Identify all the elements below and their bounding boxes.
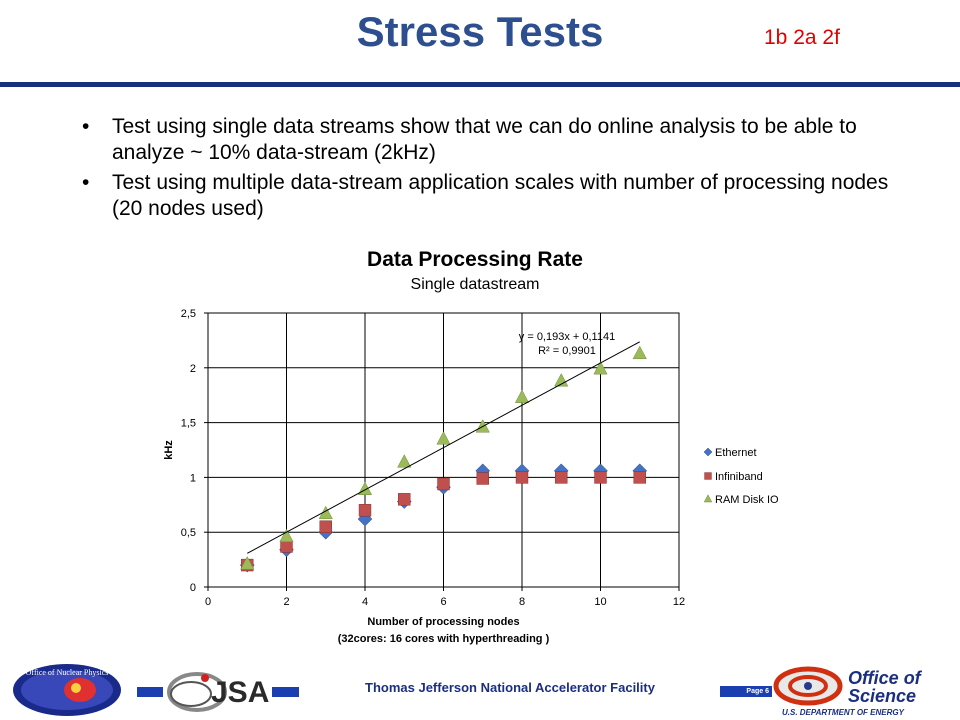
legend-label: Infiniband [715,471,763,483]
point-square-7 [476,472,489,485]
trendline-equation: y = 0,193x + 0,1141 [519,331,615,343]
x-tick-label: 4 [362,596,368,608]
footer-text: Thomas Jefferson National Accelerator Fa… [365,680,655,695]
point-square-11 [633,471,646,484]
title-divider [0,82,960,87]
point-triangle-11 [632,345,647,360]
trendline [247,341,640,554]
y-tick-label: 2,5 [181,308,196,320]
slide-title: Stress Tests [356,8,604,55]
x-tick-label: 10 [594,596,606,608]
office-of-text: Office of [848,668,923,688]
point-square-10 [594,471,607,484]
y-tick-label: 1 [190,472,196,484]
point-triangle-2 [279,528,294,543]
point-triangle-9 [554,373,569,387]
nuclear-physics-logo: Office of Nuclear Physics [13,664,121,716]
point-triangle-8 [514,389,530,403]
legend-marker-triangle [703,494,713,503]
x-axis-label-line2: (32cores: 16 cores with hyperthreading ) [338,633,550,645]
bullet-item: • Test using single data streams show tha… [78,114,898,166]
point-square-5 [398,493,411,506]
bullet-item: • Test using multiple data-stream applica… [78,170,898,222]
point-triangle-5 [397,454,412,468]
legend-marker-square [704,472,712,480]
point-square-4 [358,504,372,517]
footer-bar-mid [272,687,299,697]
y-tick-label: 0 [190,582,196,594]
bullet-dot-icon: • [82,115,90,138]
point-square-8 [515,471,529,484]
x-tick-label: 0 [205,596,211,608]
legend-marker-diamond [703,447,713,457]
point-triangle-1 [240,556,255,570]
point-square-9 [555,471,568,484]
y-tick-label: 0,5 [181,527,196,539]
point-triangle-6 [436,431,451,445]
bullet-list: • Test using single data streams show tha… [78,114,898,226]
bullet-dot-icon: • [82,171,90,194]
legend-label: RAM Disk IO [715,494,779,506]
point-square-2 [280,540,293,553]
trendline-r2: R² = 0,9901 [538,345,596,357]
point-triangle-10 [593,361,608,375]
x-tick-label: 12 [673,596,685,608]
x-axis-label: Number of processing nodes [367,616,519,628]
jsa-logo: JSA [167,672,269,712]
bullet-text: Test using multiple data-stream applicat… [112,171,889,220]
chart-title: Data Processing Rate [367,248,583,271]
science-text: Science [848,686,916,706]
x-tick-label: 8 [519,596,525,608]
office-of-science-logo: Office of Science U.S. DEPARTMENT OF ENE… [773,666,923,717]
point-square-3 [319,520,332,533]
doe-text: U.S. DEPARTMENT OF ENERGY [782,708,905,717]
page-number: Page 6 [720,686,772,697]
y-tick-label: 1,5 [181,418,196,430]
chart-subtitle: Single datastream [410,276,540,293]
jsa-logo-text: JSA [211,676,269,709]
y-tick-label: 2 [190,363,196,375]
point-square-6 [437,477,450,491]
nuclear-physics-logo-text: Office of Nuclear Physics [26,668,109,677]
slide-tag: 1b 2a 2f [764,26,840,49]
footer-bar-left [137,687,163,697]
x-tick-label: 2 [283,596,289,608]
x-tick-label: 6 [440,596,446,608]
legend-label: Ethernet [715,447,757,459]
bullet-text: Test using single data streams show that… [112,115,857,164]
y-axis-label: kHz [163,440,175,460]
